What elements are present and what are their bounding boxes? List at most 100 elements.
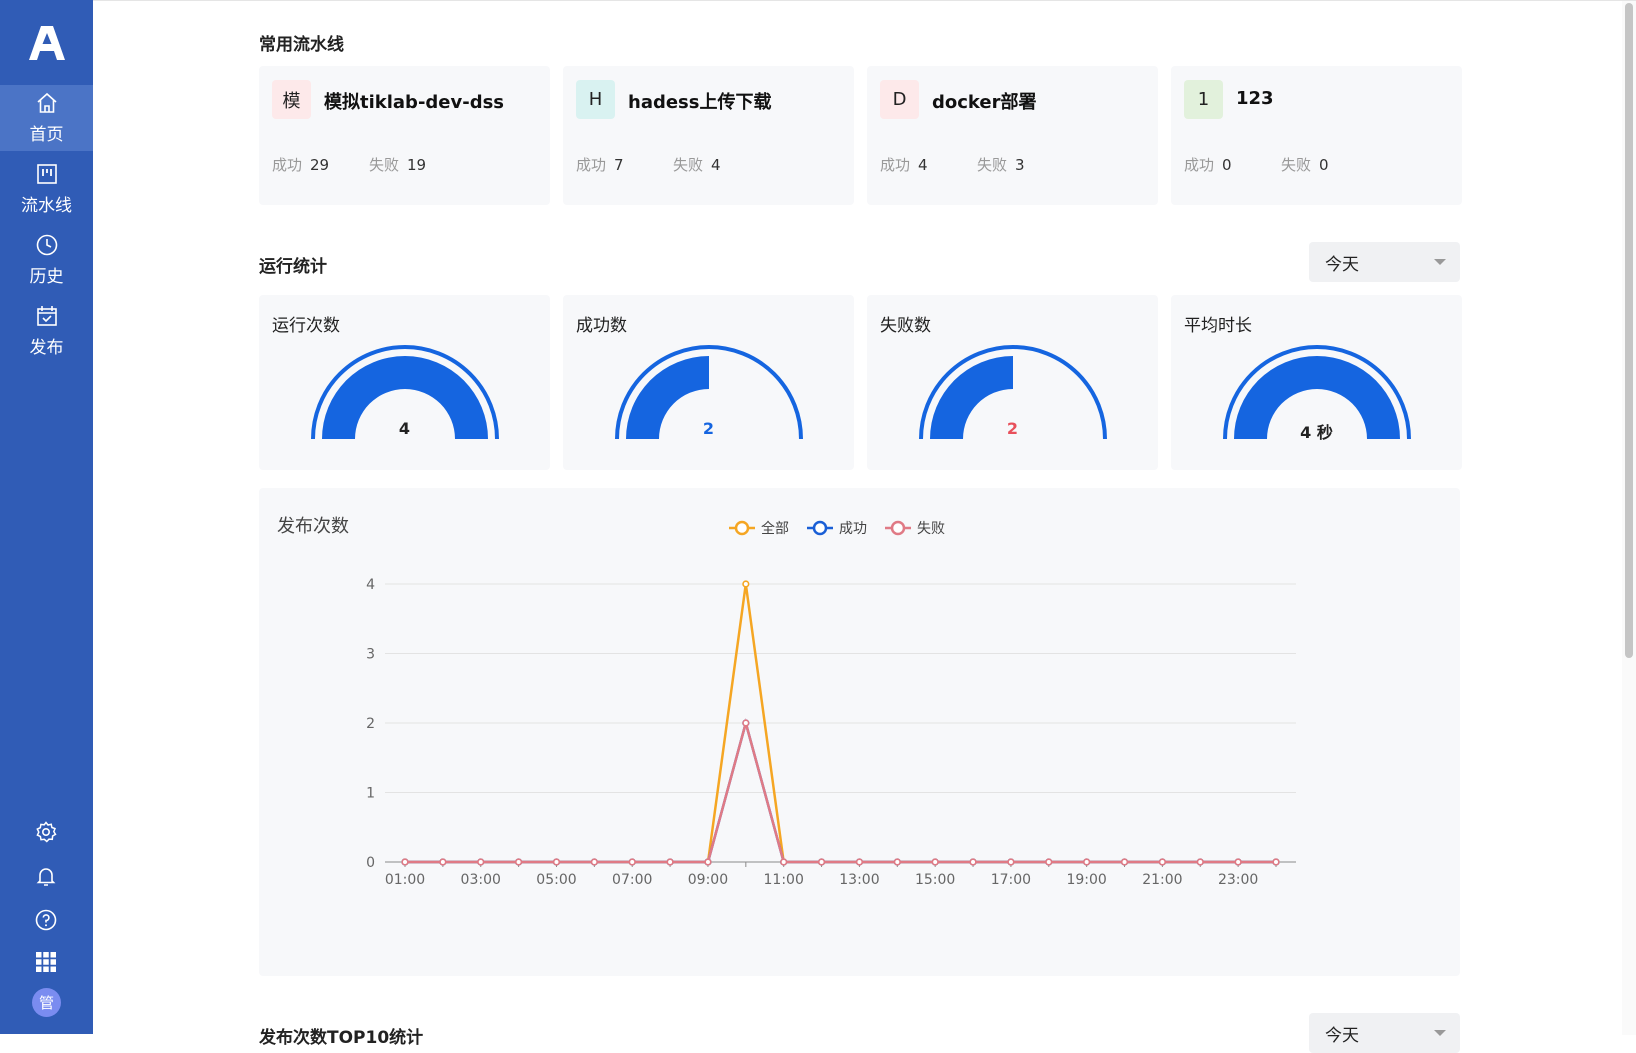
data-point[interactable] <box>1120 858 1129 866</box>
pipeline-success-stat: 成功 4 <box>880 154 928 175</box>
data-point[interactable] <box>401 858 409 866</box>
data-point[interactable] <box>1045 858 1053 866</box>
pipeline-avatar: H <box>576 80 615 119</box>
data-point[interactable] <box>780 858 788 866</box>
legend-marker <box>890 520 906 536</box>
success-count: 7 <box>614 156 624 174</box>
data-point[interactable] <box>1007 858 1015 866</box>
legend-label: 全部 <box>761 520 789 537</box>
pipeline-name[interactable]: 123 <box>1236 88 1274 109</box>
sidebar-item-label: 首页 <box>29 125 64 145</box>
data-point[interactable] <box>515 858 523 866</box>
help-button[interactable] <box>32 906 60 934</box>
sidebar-item-pipeline[interactable]: 流水线 <box>0 156 93 222</box>
legend-marker <box>734 520 750 536</box>
x-tick-label: 15:00 <box>915 872 955 888</box>
calendar-check-icon <box>36 306 57 326</box>
fail-count: 19 <box>407 156 427 174</box>
pipeline-name[interactable]: docker部署 <box>932 92 1037 113</box>
apps-button[interactable] <box>32 948 60 976</box>
data-point[interactable] <box>590 858 598 866</box>
y-tick-label: 0 <box>366 855 375 871</box>
common-pipelines-title: 常用流水线 <box>259 35 344 55</box>
data-point[interactable] <box>1234 858 1242 866</box>
app-logo[interactable] <box>0 0 93 85</box>
data-point[interactable] <box>1272 858 1280 866</box>
success-count: 4 <box>918 156 928 174</box>
settings-button[interactable] <box>32 818 60 846</box>
release-count-chart-svg: 发布次数 0 1 2 3 4 01:00 03:00 05:00 07:00 09:00 11:00 1… <box>277 516 1296 888</box>
x-tick-label: 05:00 <box>536 872 576 888</box>
run-stat-card: 失败数 2 <box>867 295 1158 470</box>
gauge-chart <box>311 345 499 440</box>
x-tick-label: 21:00 <box>1142 872 1182 888</box>
fail-count: 4 <box>711 156 721 174</box>
legend-item[interactable]: 失败 <box>885 520 945 537</box>
data-point[interactable] <box>742 719 750 727</box>
sidebar-item-label: 发布 <box>29 338 64 358</box>
caret-down-icon <box>1434 259 1446 265</box>
data-point[interactable] <box>1196 858 1204 866</box>
select-value: 今天 <box>1325 1025 1359 1046</box>
data-point[interactable] <box>477 858 485 866</box>
x-tick-label: 13:00 <box>839 872 879 888</box>
data-point[interactable] <box>855 858 864 866</box>
scrollbar-thumb[interactable] <box>1625 3 1633 658</box>
fail-label: 失败 <box>369 156 400 174</box>
data-point[interactable] <box>666 858 674 866</box>
fail-label: 失败 <box>673 156 704 174</box>
pipeline-name[interactable]: 模拟tiklab-dev-dss <box>324 92 505 113</box>
top10-title: 发布次数TOP10统计 <box>259 1028 424 1048</box>
gauge-outer-ring <box>615 345 803 440</box>
sidebar-item-home[interactable]: 首页 <box>0 85 93 151</box>
stat-title: 运行次数 <box>272 316 340 336</box>
legend-item[interactable]: 全部 <box>729 520 789 537</box>
notifications-button[interactable] <box>32 862 60 890</box>
data-point[interactable] <box>1158 858 1166 866</box>
user-avatar[interactable]: 管 <box>32 988 61 1017</box>
gauge-outer-ring <box>1223 345 1411 440</box>
data-point[interactable] <box>969 858 977 866</box>
logo-icon <box>28 25 65 60</box>
help-icon <box>35 909 57 931</box>
pipeline-card[interactable]: 1 123 成功 0 失败 0 <box>1171 66 1462 205</box>
run-stat-card: 成功数 2 <box>563 295 854 470</box>
select-value: 今天 <box>1325 254 1359 275</box>
pipeline-name[interactable]: hadess上传下载 <box>628 92 772 113</box>
pipeline-success-stat: 成功 29 <box>272 154 329 175</box>
gauge-fill <box>322 356 488 439</box>
data-point[interactable] <box>817 858 826 866</box>
stat-value: 4 秒 <box>1300 423 1333 442</box>
pipeline-success-stat: 成功 0 <box>1184 154 1232 175</box>
pipeline-fail-stat: 失败 19 <box>369 154 426 175</box>
run-stats-period-select[interactable]: 今天 <box>1309 242 1460 282</box>
data-point[interactable] <box>552 858 561 866</box>
data-point[interactable] <box>893 858 901 866</box>
y-tick-label: 1 <box>366 786 375 802</box>
top10-period-select[interactable]: 今天 <box>1309 1013 1460 1053</box>
legend-marker <box>812 520 828 536</box>
x-tick-label: 09:00 <box>688 872 728 888</box>
fail-count: 3 <box>1015 156 1025 174</box>
data-point[interactable] <box>704 858 712 866</box>
bell-icon <box>36 868 56 886</box>
data-point[interactable] <box>1083 858 1091 866</box>
data-point[interactable] <box>742 580 750 588</box>
gauge-outer-ring <box>919 345 1107 440</box>
data-point[interactable] <box>931 858 939 866</box>
legend-item[interactable]: 成功 <box>807 520 867 537</box>
sidebar-item-release[interactable]: 发布 <box>0 298 93 364</box>
pipeline-avatar: 模 <box>272 80 311 119</box>
data-point[interactable] <box>628 858 636 866</box>
pipeline-card[interactable]: 模模拟tiklab-dev-dss 成功 29 失败 19 <box>259 66 550 205</box>
pipeline-fail-stat: 失败 0 <box>1281 154 1329 175</box>
stat-value: 4 <box>398 419 411 438</box>
vertical-scrollbar[interactable] <box>1622 1 1636 1035</box>
x-tick-label: 07:00 <box>612 872 652 888</box>
sidebar-item-history[interactable]: 历史 <box>0 227 93 293</box>
x-tick-label: 03:00 <box>461 872 501 888</box>
data-point[interactable] <box>439 858 447 866</box>
